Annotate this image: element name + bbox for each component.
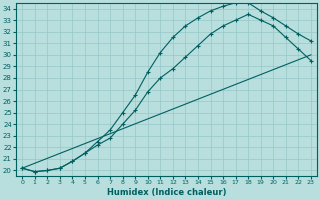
X-axis label: Humidex (Indice chaleur): Humidex (Indice chaleur)	[107, 188, 226, 197]
